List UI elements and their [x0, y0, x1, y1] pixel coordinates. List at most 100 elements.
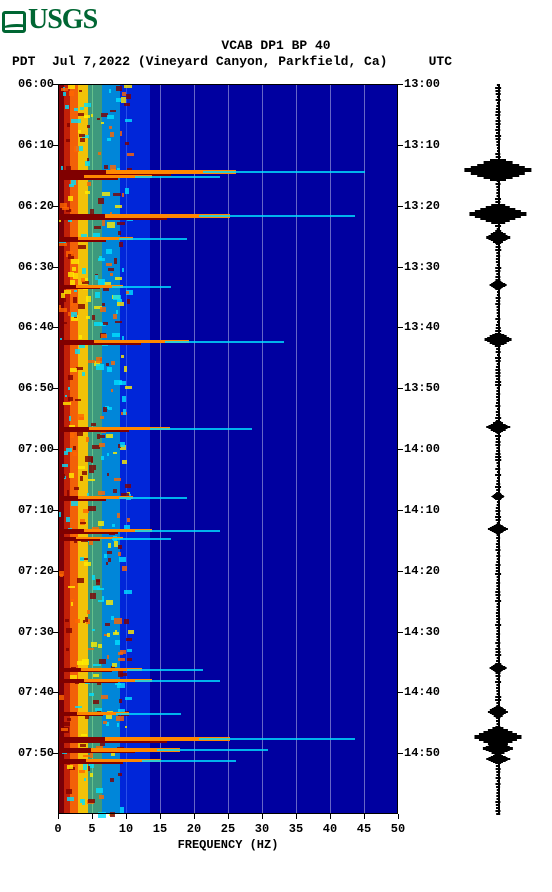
seis-noise: [496, 390, 499, 392]
noise-px: [90, 593, 96, 599]
noise-px: [77, 414, 84, 419]
seis-noise: [496, 177, 501, 179]
noise-px: [64, 290, 71, 294]
noise-px: [71, 599, 74, 602]
noise-px: [81, 278, 85, 282]
seis-noise: [496, 243, 500, 245]
y-tick-right: [398, 510, 403, 511]
seis-noise: [495, 201, 500, 203]
noise-px: [85, 161, 91, 167]
y-left-label: 07:30: [18, 625, 54, 639]
noise-px: [110, 778, 114, 782]
noise-px: [68, 85, 74, 89]
seis-noise: [496, 492, 500, 494]
seis-noise: [496, 735, 500, 737]
seis-noise: [496, 183, 501, 185]
seis-noise: [495, 459, 501, 461]
noise-px: [93, 664, 101, 666]
noise-px: [113, 489, 117, 493]
seis-noise: [496, 453, 501, 455]
noise-px: [94, 322, 101, 326]
noise-px: [59, 695, 64, 700]
seis-noise: [496, 192, 499, 194]
seis-noise: [496, 462, 499, 464]
date-location: Jul 7,2022 (Vineyard Canyon, Parkfield, …: [52, 54, 387, 69]
noise-px: [123, 409, 126, 415]
spectrogram-plot: [58, 84, 398, 814]
noise-px: [80, 744, 87, 747]
noise-px: [93, 674, 99, 677]
seis-noise: [496, 618, 500, 620]
seis-noise: [496, 438, 500, 440]
seis-noise: [496, 396, 500, 398]
seis-noise: [496, 483, 500, 485]
noise-px: [102, 220, 105, 226]
x-tick-label: 25: [221, 822, 235, 836]
event-tail: [199, 215, 355, 217]
noise-px: [108, 543, 111, 548]
seis-noise: [496, 753, 499, 755]
x-axis-label: FREQUENCY (HZ): [58, 838, 398, 852]
noise-px: [98, 491, 105, 495]
seis-noise: [496, 168, 500, 170]
seis-noise: [497, 228, 500, 230]
seis-noise: [496, 282, 499, 284]
noise-px: [98, 198, 104, 204]
noise-px: [85, 191, 90, 194]
seis-noise: [497, 630, 500, 632]
event-tail: [116, 713, 181, 715]
seis-noise: [496, 636, 499, 638]
noise-px: [115, 321, 122, 324]
seis-noise: [497, 789, 500, 791]
seis-noise: [495, 288, 500, 290]
seis-noise: [496, 255, 500, 257]
seis-noise: [497, 321, 499, 323]
seis-noise: [496, 141, 499, 143]
noise-px: [107, 453, 109, 455]
noise-px: [106, 434, 114, 438]
event-tail: [157, 749, 268, 751]
seis-noise: [497, 471, 499, 473]
y-tick-left: [53, 145, 58, 146]
seis-noise: [497, 315, 499, 317]
x-tick: [92, 814, 93, 819]
seis-noise: [496, 687, 500, 689]
seis-noise: [497, 150, 499, 152]
noise-px: [71, 312, 78, 317]
noise-px: [83, 755, 90, 757]
x-tick-label: 40: [323, 822, 337, 836]
seis-noise: [496, 537, 500, 539]
seis-noise: [495, 648, 500, 650]
noise-px: [104, 554, 108, 559]
seis-noise: [496, 717, 500, 719]
seis-noise: [495, 330, 501, 332]
seis-noise: [497, 639, 500, 641]
seis-noise: [497, 477, 499, 479]
noise-px: [121, 355, 124, 358]
noise-px: [101, 695, 108, 699]
x-tick: [330, 814, 331, 819]
noise-px: [115, 277, 122, 280]
y-tick-right: [398, 753, 403, 754]
noise-px: [106, 562, 108, 565]
seis-noise: [495, 153, 500, 155]
x-tick-label: 45: [357, 822, 371, 836]
x-tick-label: 35: [289, 822, 303, 836]
noise-px: [67, 797, 75, 801]
noise-px: [113, 632, 119, 635]
seis-noise: [495, 384, 501, 386]
x-tick-label: 10: [119, 822, 133, 836]
seis-noise: [495, 129, 500, 131]
noise-px: [126, 638, 132, 640]
y-left-label: 06:50: [18, 381, 54, 395]
seis-noise: [495, 474, 501, 476]
noise-px: [58, 512, 61, 517]
y-right-label: 13:00: [404, 77, 440, 91]
seis-noise: [497, 552, 499, 554]
noise-px: [76, 119, 81, 123]
y-tick-left: [53, 632, 58, 633]
noise-px: [80, 557, 84, 561]
noise-px: [88, 360, 96, 363]
seis-noise: [496, 774, 499, 776]
seis-noise: [497, 84, 499, 86]
